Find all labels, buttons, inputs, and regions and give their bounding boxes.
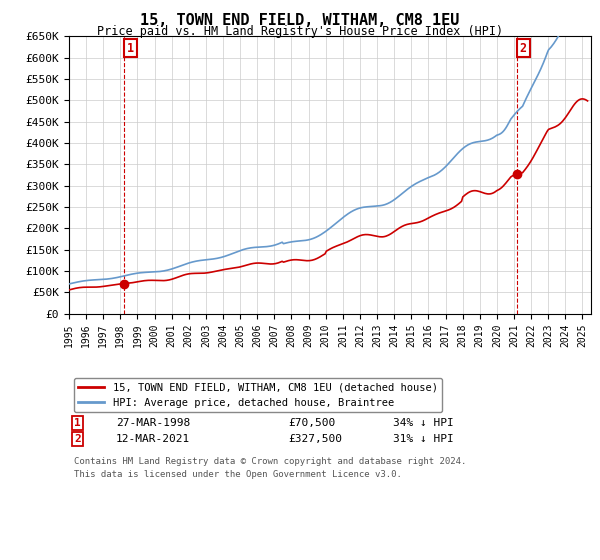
Text: Contains HM Land Registry data © Crown copyright and database right 2024.: Contains HM Land Registry data © Crown c… [74, 456, 467, 465]
Text: 2: 2 [74, 433, 81, 444]
Text: 2: 2 [520, 41, 527, 54]
Text: 1: 1 [127, 41, 134, 54]
Text: 1: 1 [74, 418, 81, 427]
Text: £70,500: £70,500 [288, 418, 335, 427]
Text: £327,500: £327,500 [288, 433, 342, 444]
Text: Price paid vs. HM Land Registry's House Price Index (HPI): Price paid vs. HM Land Registry's House … [97, 25, 503, 38]
Text: 31% ↓ HPI: 31% ↓ HPI [392, 433, 454, 444]
Legend: 15, TOWN END FIELD, WITHAM, CM8 1EU (detached house), HPI: Average price, detach: 15, TOWN END FIELD, WITHAM, CM8 1EU (det… [74, 379, 442, 412]
Text: 12-MAR-2021: 12-MAR-2021 [116, 433, 190, 444]
Text: 27-MAR-1998: 27-MAR-1998 [116, 418, 190, 427]
Text: This data is licensed under the Open Government Licence v3.0.: This data is licensed under the Open Gov… [74, 470, 402, 479]
Text: 34% ↓ HPI: 34% ↓ HPI [392, 418, 454, 427]
Text: 15, TOWN END FIELD, WITHAM, CM8 1EU: 15, TOWN END FIELD, WITHAM, CM8 1EU [140, 13, 460, 28]
